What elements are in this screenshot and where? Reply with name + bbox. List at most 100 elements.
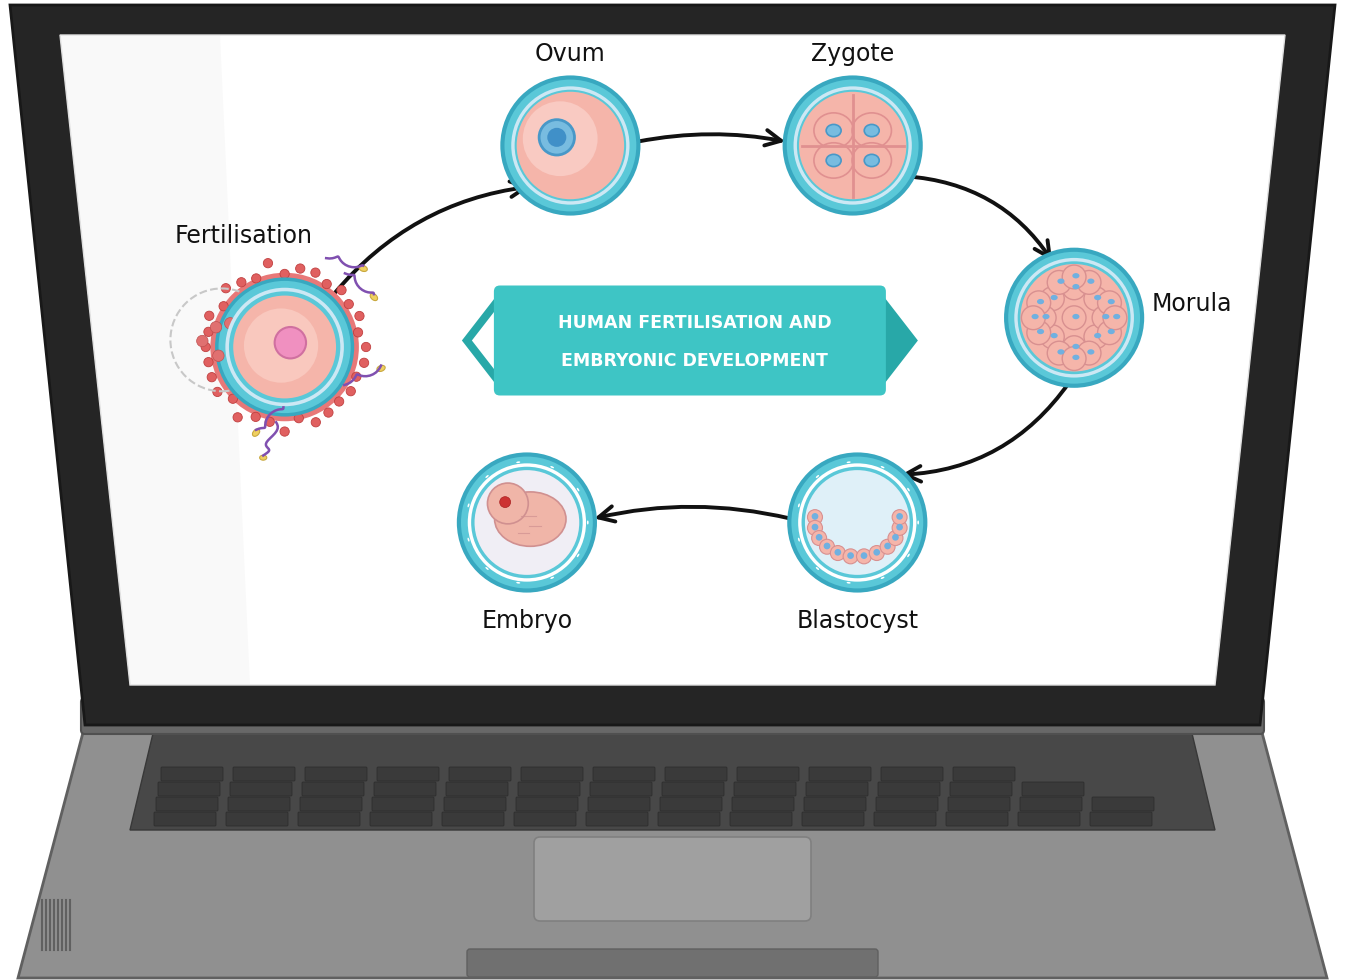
Circle shape bbox=[857, 549, 872, 564]
FancyBboxPatch shape bbox=[1020, 797, 1081, 811]
Ellipse shape bbox=[1072, 284, 1080, 289]
Polygon shape bbox=[61, 35, 1284, 685]
Ellipse shape bbox=[826, 124, 841, 136]
Ellipse shape bbox=[1057, 349, 1064, 355]
FancyBboxPatch shape bbox=[494, 285, 886, 396]
Circle shape bbox=[237, 277, 246, 287]
Ellipse shape bbox=[865, 124, 880, 136]
Circle shape bbox=[884, 543, 890, 550]
Circle shape bbox=[794, 86, 912, 205]
Circle shape bbox=[471, 466, 582, 578]
Circle shape bbox=[264, 259, 273, 268]
Ellipse shape bbox=[851, 143, 892, 178]
Circle shape bbox=[830, 546, 845, 561]
Ellipse shape bbox=[495, 492, 566, 546]
Circle shape bbox=[296, 264, 305, 273]
Circle shape bbox=[1098, 291, 1122, 315]
Text: HUMAN FERTILISATION AND: HUMAN FERTILISATION AND bbox=[558, 314, 831, 331]
Ellipse shape bbox=[816, 475, 819, 478]
Circle shape bbox=[834, 549, 841, 556]
Ellipse shape bbox=[851, 113, 892, 148]
Ellipse shape bbox=[814, 113, 853, 148]
Circle shape bbox=[210, 321, 222, 333]
Ellipse shape bbox=[907, 554, 909, 558]
Ellipse shape bbox=[586, 520, 589, 524]
Ellipse shape bbox=[577, 554, 580, 558]
Ellipse shape bbox=[846, 582, 850, 584]
Circle shape bbox=[196, 335, 208, 347]
Circle shape bbox=[324, 408, 334, 417]
Ellipse shape bbox=[1108, 299, 1115, 304]
FancyBboxPatch shape bbox=[226, 812, 288, 826]
FancyBboxPatch shape bbox=[299, 812, 360, 826]
Circle shape bbox=[1084, 325, 1108, 349]
Circle shape bbox=[202, 342, 210, 352]
Ellipse shape bbox=[917, 520, 919, 524]
Circle shape bbox=[1021, 306, 1045, 329]
Circle shape bbox=[1092, 306, 1116, 329]
Circle shape bbox=[873, 549, 880, 556]
Ellipse shape bbox=[1072, 344, 1080, 349]
FancyBboxPatch shape bbox=[1018, 812, 1080, 826]
Circle shape bbox=[798, 464, 916, 582]
Ellipse shape bbox=[359, 266, 367, 271]
Circle shape bbox=[274, 327, 307, 359]
Circle shape bbox=[229, 291, 340, 403]
Ellipse shape bbox=[468, 538, 469, 542]
FancyBboxPatch shape bbox=[300, 797, 362, 811]
Polygon shape bbox=[85, 690, 1260, 725]
Ellipse shape bbox=[1087, 349, 1095, 355]
Ellipse shape bbox=[486, 567, 488, 570]
Circle shape bbox=[231, 329, 243, 341]
Circle shape bbox=[475, 470, 580, 575]
Ellipse shape bbox=[826, 154, 841, 167]
Circle shape bbox=[880, 539, 894, 555]
FancyBboxPatch shape bbox=[734, 782, 796, 796]
Circle shape bbox=[802, 466, 913, 578]
Circle shape bbox=[295, 414, 304, 422]
FancyBboxPatch shape bbox=[534, 837, 811, 921]
Ellipse shape bbox=[468, 504, 469, 508]
Polygon shape bbox=[61, 35, 250, 685]
FancyBboxPatch shape bbox=[449, 767, 511, 781]
FancyBboxPatch shape bbox=[521, 767, 582, 781]
Circle shape bbox=[265, 417, 274, 426]
Ellipse shape bbox=[1072, 314, 1080, 319]
FancyBboxPatch shape bbox=[806, 782, 868, 796]
Circle shape bbox=[213, 350, 225, 362]
Circle shape bbox=[362, 342, 371, 352]
FancyBboxPatch shape bbox=[590, 782, 652, 796]
Circle shape bbox=[1048, 341, 1071, 365]
Ellipse shape bbox=[486, 475, 488, 478]
Ellipse shape bbox=[1042, 314, 1049, 319]
Circle shape bbox=[847, 553, 854, 559]
Circle shape bbox=[1041, 287, 1064, 311]
Polygon shape bbox=[9, 5, 1336, 725]
Circle shape bbox=[896, 523, 902, 530]
Ellipse shape bbox=[1103, 314, 1110, 319]
Circle shape bbox=[816, 534, 823, 541]
Ellipse shape bbox=[881, 466, 885, 468]
FancyBboxPatch shape bbox=[1089, 812, 1153, 826]
Text: Zygote: Zygote bbox=[811, 41, 894, 66]
Ellipse shape bbox=[1050, 295, 1057, 300]
FancyBboxPatch shape bbox=[230, 782, 292, 796]
FancyBboxPatch shape bbox=[377, 767, 438, 781]
Circle shape bbox=[221, 283, 230, 293]
Circle shape bbox=[1048, 270, 1071, 294]
Circle shape bbox=[1103, 306, 1127, 329]
FancyBboxPatch shape bbox=[660, 797, 722, 811]
FancyBboxPatch shape bbox=[950, 782, 1011, 796]
FancyArrowPatch shape bbox=[905, 382, 1069, 481]
Circle shape bbox=[1018, 262, 1131, 374]
FancyBboxPatch shape bbox=[737, 767, 799, 781]
FancyBboxPatch shape bbox=[588, 797, 650, 811]
Circle shape bbox=[336, 285, 346, 295]
Polygon shape bbox=[17, 725, 1328, 978]
Circle shape bbox=[219, 302, 229, 311]
Circle shape bbox=[459, 455, 594, 591]
Circle shape bbox=[204, 327, 213, 336]
Ellipse shape bbox=[1037, 329, 1044, 334]
FancyBboxPatch shape bbox=[514, 812, 576, 826]
Ellipse shape bbox=[846, 462, 850, 464]
